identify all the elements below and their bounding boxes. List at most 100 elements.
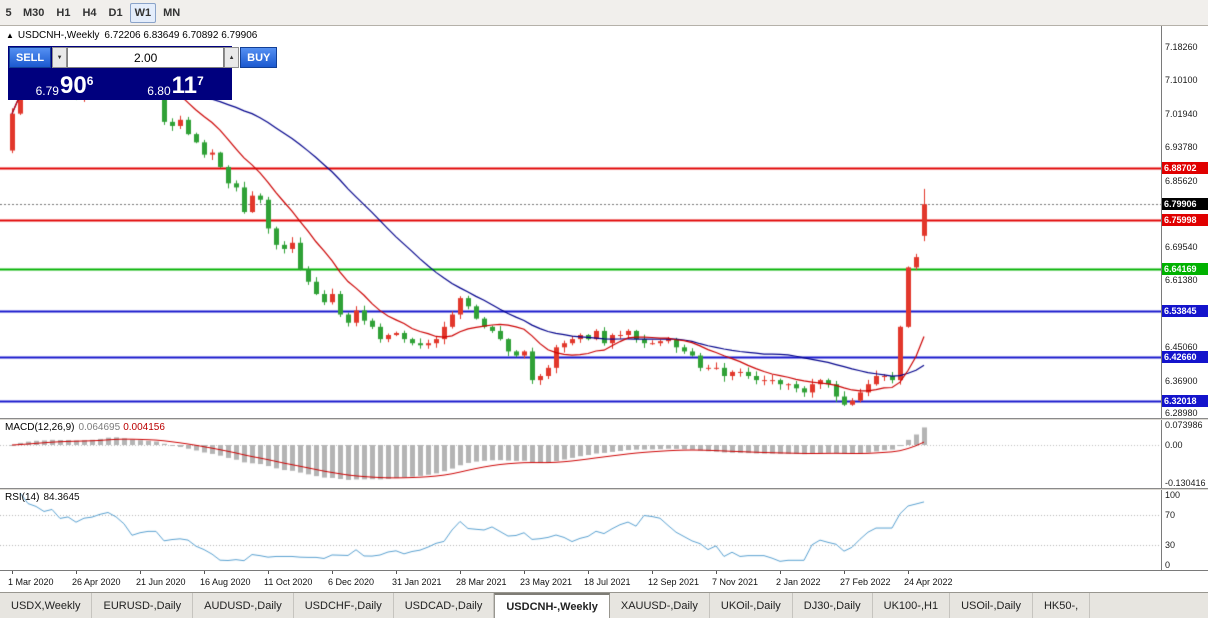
volume-input[interactable] <box>67 47 225 68</box>
rsi-axis-label: 100 <box>1165 490 1181 500</box>
macd-title: MACD(12,26,9) 0.064695 0.004156 <box>5 422 165 433</box>
macd-panel: 0.073986 0.00 -0.130416 MACD(12,26,9) 0.064… <box>0 420 1208 488</box>
volume-control: ▼ ▲ <box>52 47 240 68</box>
date-label: 26 Apr 2020 <box>72 577 121 587</box>
date-tick <box>652 571 653 574</box>
buy-price-frac: 7 <box>197 74 204 88</box>
rsi-name: RSI(14) <box>5 492 40 503</box>
sell-button[interactable]: SELL <box>9 47 52 68</box>
tab-audusd-daily[interactable]: AUDUSD-,Daily <box>193 593 294 618</box>
macd-axis-label: 0.073986 <box>1165 420 1203 430</box>
macd-indicator-chart[interactable] <box>0 420 1161 488</box>
macd-axis-label: 0.00 <box>1165 439 1183 450</box>
sell-price-frac: 6 <box>86 74 94 88</box>
date-label: 2 Jan 2022 <box>776 577 821 587</box>
buy-price-pips: 11 <box>171 72 198 100</box>
date-label: 16 Aug 2020 <box>200 577 251 587</box>
macd-axis-label: -0.130416 <box>1165 477 1206 488</box>
sr-price-badge: 6.42660 <box>1162 350 1208 363</box>
trade-prices-row: 6.79 90 6 6.80 11 7 <box>9 68 231 99</box>
date-tick <box>332 571 333 574</box>
buy-price-main: 6.80 <box>147 84 171 98</box>
date-tick <box>524 571 525 574</box>
tab-xauusd-daily[interactable]: XAUUSD-,Daily <box>610 593 710 618</box>
rsi-title: RSI(14) 84.3645 <box>5 492 80 503</box>
panel-splitter[interactable] <box>0 488 1208 490</box>
macd-axis: 0.073986 0.00 -0.130416 <box>1161 420 1208 488</box>
tab-usoil-daily[interactable]: USOil-,Daily <box>950 593 1033 618</box>
date-tick <box>12 571 13 574</box>
tab-eurusd-daily[interactable]: EURUSD-,Daily <box>92 593 194 618</box>
sr-price-badge: 6.32018 <box>1162 394 1208 407</box>
current-price-badge: 6.79906 <box>1162 198 1208 211</box>
date-label: 27 Feb 2022 <box>840 577 891 587</box>
price-axis-label: 6.69540 <box>1165 241 1198 252</box>
sr-price-badge: 6.75998 <box>1162 214 1208 227</box>
timeframe-toolbar: 5 M30 H1 H4 D1 W1 MN <box>0 0 1208 26</box>
date-tick <box>204 571 205 574</box>
price-axis-label: 6.61380 <box>1165 275 1198 286</box>
date-label: 23 May 2021 <box>520 577 573 587</box>
macd-main-value: 0.064695 <box>78 422 121 433</box>
date-label: 6 Dec 2020 <box>328 577 375 587</box>
rsi-axis-label: 0 <box>1165 560 1171 570</box>
tab-hk50[interactable]: HK50-, <box>1033 593 1091 618</box>
price-axis-label: 6.28980 <box>1165 407 1198 418</box>
tab-ukoil-daily[interactable]: UKOil-,Daily <box>710 593 793 618</box>
date-label: 28 Mar 2021 <box>456 577 507 587</box>
timeframe-mn[interactable]: MN <box>158 3 185 23</box>
date-label: 12 Sep 2021 <box>648 577 700 587</box>
date-axis: 1 Mar 2020 26 Apr 2020 21 Jun 2020 16 Aug 2… <box>0 570 1208 592</box>
date-tick <box>780 571 781 574</box>
rsi-axis: 100 70 30 0 <box>1161 490 1208 570</box>
price-axis-label: 7.10100 <box>1165 75 1198 86</box>
chart-window: 7.18260 7.10100 7.01940 6.93780 6.85620 6.695… <box>0 26 1208 592</box>
date-label: 31 Jan 2021 <box>392 577 442 587</box>
sr-price-badge: 6.53845 <box>1162 305 1208 318</box>
chart-ohlc-values: 6.72206 6.83649 6.70892 6.79906 <box>104 30 258 41</box>
tab-uk100-h1[interactable]: UK100-,H1 <box>873 593 951 618</box>
tab-usdcad-daily[interactable]: USDCAD-,Daily <box>394 593 495 618</box>
buy-price-display[interactable]: 6.80 11 7 <box>120 68 231 99</box>
volume-up-icon[interactable]: ▲ <box>224 47 240 68</box>
timeframe-h1[interactable]: H1 <box>51 3 75 23</box>
price-axis-label: 6.93780 <box>1165 142 1198 153</box>
timeframe-5[interactable]: 5 <box>1 3 16 23</box>
price-axis-label: 6.85620 <box>1165 175 1198 186</box>
tab-usdcnh-weekly[interactable]: USDCNH-,Weekly <box>494 593 610 618</box>
date-tick <box>268 571 269 574</box>
sell-price-pips: 90 <box>59 72 87 100</box>
rsi-axis-label: 30 <box>1165 539 1176 550</box>
date-tick <box>460 571 461 574</box>
date-tick <box>908 571 909 574</box>
timeframe-d1[interactable]: D1 <box>104 3 128 23</box>
date-tick <box>844 571 845 574</box>
price-axis-label: 6.45060 <box>1165 342 1198 353</box>
price-axis-label: 7.01940 <box>1165 108 1198 119</box>
chart-tabs-bar: USDX,Weekly EURUSD-,Daily AUDUSD-,Daily USD… <box>0 592 1208 618</box>
rsi-panel: 100 70 30 0 RSI(14) 84.3645 <box>0 490 1208 570</box>
macd-signal-value: 0.004156 <box>123 422 165 433</box>
chart-title: ▲ USDCNH-,Weekly 6.72206 6.83649 6.70892 6… <box>6 30 257 41</box>
date-tick <box>140 571 141 574</box>
date-label: 1 Mar 2020 <box>8 577 54 587</box>
buy-button[interactable]: BUY <box>240 47 278 68</box>
tab-usdchf-daily[interactable]: USDCHF-,Daily <box>294 593 394 618</box>
sell-price-display[interactable]: 6.79 90 6 <box>9 68 120 99</box>
date-label: 7 Nov 2021 <box>712 577 759 587</box>
collapse-panel-icon[interactable]: ▲ <box>6 31 14 40</box>
date-label: 11 Oct 2020 <box>264 577 313 587</box>
timeframe-h4[interactable]: H4 <box>77 3 101 23</box>
chart-symbol-title: USDCNH-,Weekly <box>17 30 100 41</box>
date-tick <box>588 571 589 574</box>
panel-splitter[interactable] <box>0 418 1208 420</box>
tab-dj30-daily[interactable]: DJ30-,Daily <box>793 593 873 618</box>
timeframe-w1[interactable]: W1 <box>129 2 157 23</box>
rsi-indicator-chart[interactable] <box>0 490 1161 570</box>
date-tick <box>716 571 717 574</box>
rsi-axis-label: 70 <box>1165 510 1176 521</box>
volume-down-icon[interactable]: ▼ <box>52 47 68 68</box>
tab-usdx-weekly[interactable]: USDX,Weekly <box>0 593 93 618</box>
timeframe-m30[interactable]: M30 <box>18 3 49 23</box>
